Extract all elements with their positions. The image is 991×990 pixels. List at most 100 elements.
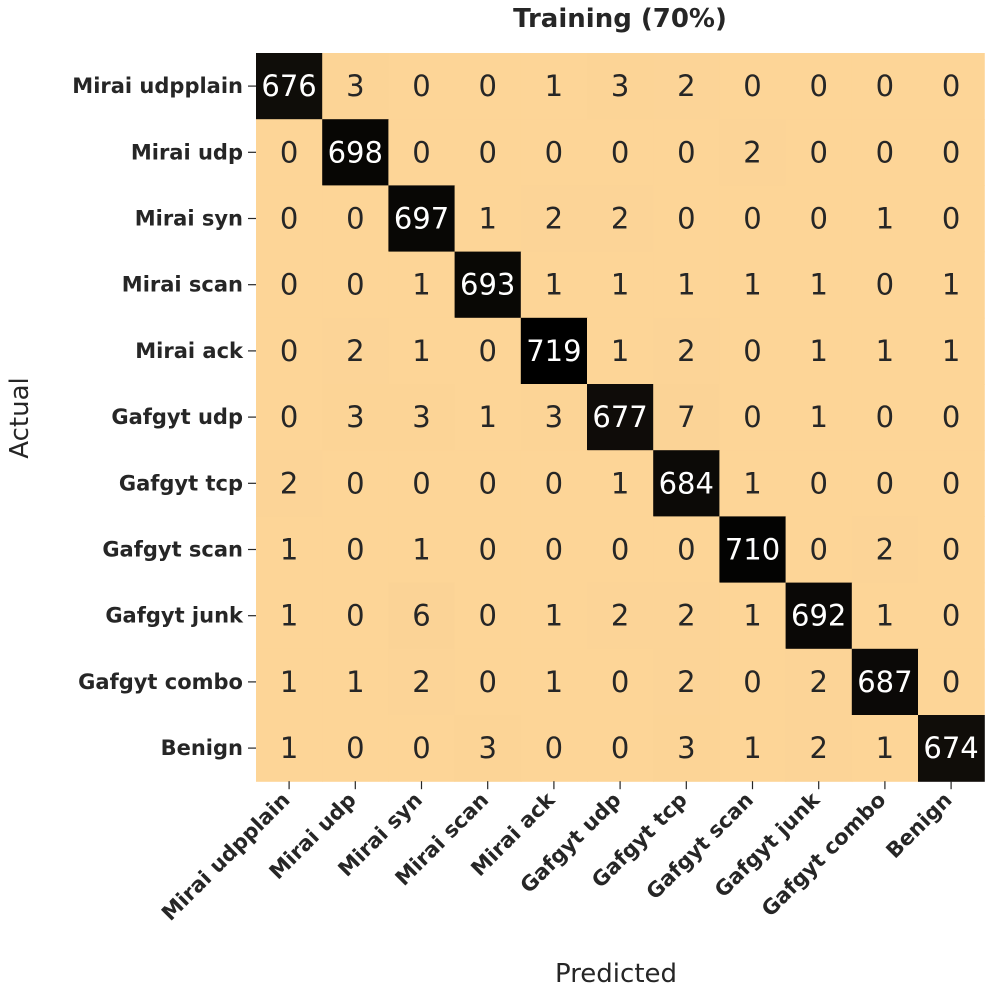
cell-6-7	[719, 450, 787, 517]
cell-4-2	[388, 317, 456, 385]
cell-2-1	[322, 185, 389, 253]
cell-value-2-7: 0	[743, 202, 761, 236]
cell-value-10-0: 1	[280, 731, 298, 765]
x-tick-label-benign: Benign	[881, 788, 956, 863]
cell-9-1	[322, 648, 389, 716]
cell-6-0	[256, 450, 323, 517]
cell-value-1-4: 0	[545, 135, 563, 169]
cell-3-6	[653, 251, 720, 319]
cell-value-2-10: 0	[942, 202, 960, 236]
cell-value-3-5: 1	[611, 268, 629, 302]
cell-7-1	[322, 516, 389, 584]
cell-0-5	[587, 53, 654, 120]
cell-value-10-9: 1	[876, 731, 894, 765]
cell-value-5-2: 3	[412, 400, 430, 434]
cell-9-2	[388, 648, 456, 716]
cell-7-10	[918, 516, 985, 584]
cell-0-3	[454, 53, 522, 120]
cell-value-7-2: 1	[412, 533, 430, 567]
cell-value-10-7: 1	[743, 731, 761, 765]
cell-7-4	[520, 516, 588, 584]
cell-value-1-0: 0	[280, 135, 298, 169]
cell-value-9-3: 0	[478, 665, 496, 699]
cell-4-4	[520, 317, 588, 385]
cell-2-4	[520, 185, 588, 253]
cell-value-2-3: 1	[478, 202, 496, 236]
cell-value-1-8: 0	[809, 135, 827, 169]
y-tick-label-gafgyt-combo: Gafgyt combo	[78, 670, 243, 694]
cell-6-2	[388, 450, 456, 517]
y-tick-label-gafgyt-tcp: Gafgyt tcp	[119, 471, 243, 495]
cell-6-1	[322, 450, 389, 517]
cell-value-1-7: 2	[743, 135, 761, 169]
cell-3-4	[520, 251, 588, 319]
cell-value-5-7: 0	[743, 400, 761, 434]
y-tick-label-gafgyt-junk: Gafgyt junk	[105, 604, 244, 628]
cell-7-3	[454, 516, 522, 584]
cell-5-5	[587, 384, 654, 451]
cell-10-7	[719, 715, 787, 782]
cell-4-7	[719, 317, 787, 385]
cell-value-8-4: 1	[545, 599, 563, 633]
cell-4-1	[322, 317, 389, 385]
cell-value-8-3: 0	[478, 599, 496, 633]
x-axis-label: Predicted	[555, 959, 677, 989]
cell-1-9	[851, 119, 919, 186]
cell-value-3-6: 1	[677, 268, 695, 302]
cell-6-5	[587, 450, 654, 517]
y-tick-label-mirai-udpplain: Mirai udpplain	[72, 74, 243, 98]
cell-1-2	[388, 119, 456, 186]
cell-9-7	[719, 648, 787, 716]
cell-value-8-7: 1	[743, 599, 761, 633]
cell-value-3-4: 1	[545, 268, 563, 302]
cell-value-9-0: 1	[280, 665, 298, 699]
cell-value-5-9: 0	[876, 400, 894, 434]
cell-value-10-6: 3	[677, 731, 695, 765]
cell-value-2-0: 0	[280, 202, 298, 236]
y-axis-ticks: Mirai udpplain Mirai udp Mirai syn Mirai sc…	[72, 74, 256, 760]
cell-5-2	[388, 384, 456, 451]
cell-4-8	[785, 317, 853, 385]
cell-6-8	[785, 450, 853, 517]
cell-value-6-7: 1	[743, 466, 761, 500]
cell-5-1	[322, 384, 389, 451]
cell-value-7-5: 0	[611, 533, 629, 567]
cell-value-4-1: 2	[346, 334, 364, 368]
cell-value-10-1: 0	[346, 731, 364, 765]
cell-0-10	[918, 53, 985, 120]
cell-8-3	[454, 582, 522, 650]
cell-value-0-8: 0	[809, 69, 827, 103]
cell-2-8	[785, 185, 853, 253]
cell-0-6	[653, 53, 720, 120]
cell-value-3-1: 0	[346, 268, 364, 302]
cell-0-9	[851, 53, 919, 120]
y-tick-label-gafgyt-scan: Gafgyt scan	[102, 538, 243, 562]
cell-value-7-9: 2	[876, 533, 894, 567]
cell-value-8-1: 0	[346, 599, 364, 633]
cell-7-7	[719, 516, 787, 584]
cell-10-3	[454, 715, 522, 782]
cell-6-9	[851, 450, 919, 517]
cell-value-1-5: 0	[611, 135, 629, 169]
cell-9-10	[918, 648, 985, 716]
cell-value-8-0: 1	[280, 599, 298, 633]
cell-value-5-4: 3	[545, 400, 563, 434]
cell-1-5	[587, 119, 654, 186]
cell-2-0	[256, 185, 323, 253]
cell-value-3-3: 693	[460, 268, 515, 302]
cell-value-4-2: 1	[412, 334, 430, 368]
cell-value-9-9: 687	[857, 665, 912, 699]
cell-value-5-1: 3	[346, 400, 364, 434]
cell-value-1-9: 0	[876, 135, 894, 169]
cell-value-4-4: 719	[526, 334, 581, 368]
cell-value-6-9: 0	[876, 466, 894, 500]
cell-8-9	[851, 582, 919, 650]
heatmap-cells: 676 3 0 0 1 3 2 0 0 0 0 0 698 0 0 0 0 0 2 0 0 0 0 0 697 1 2 2 0 0 0 1 0 0…	[256, 53, 985, 782]
cell-7-5	[587, 516, 654, 584]
cell-8-1	[322, 582, 389, 650]
cell-value-9-10: 0	[942, 665, 960, 699]
cell-value-2-1: 0	[346, 202, 364, 236]
cell-5-8	[785, 384, 853, 451]
cell-value-3-10: 1	[942, 268, 960, 302]
cell-4-10	[918, 317, 985, 385]
